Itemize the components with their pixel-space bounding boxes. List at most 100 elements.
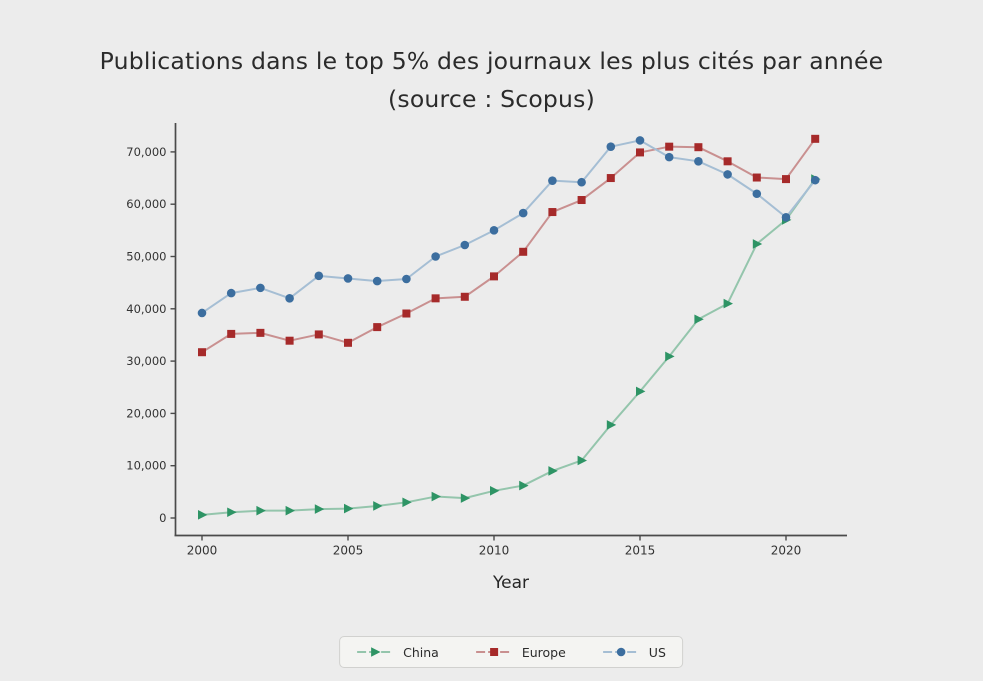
data-point-china-2013 — [577, 455, 587, 466]
data-point-europe-2019 — [752, 173, 761, 182]
legend-item-europe: Europe — [475, 645, 566, 660]
data-point-us-2002 — [256, 283, 265, 293]
data-point-europe-2003 — [285, 336, 294, 345]
data-point-europe-2007 — [402, 309, 411, 318]
data-point-china-2019 — [752, 239, 763, 249]
data-point-us-2019 — [752, 189, 762, 199]
x-tick-label: 2010 — [479, 543, 510, 557]
data-point-us-2014 — [606, 142, 616, 151]
y-tick-label: 60,000 — [126, 197, 166, 211]
data-point-china-2006 — [373, 501, 383, 511]
data-point-us-2000 — [197, 308, 207, 318]
data-point-china-2012 — [548, 466, 558, 476]
x-axis-title: Year — [493, 573, 529, 593]
data-point-us-2010 — [489, 226, 499, 235]
data-point-us-2015 — [635, 136, 645, 145]
data-point-china-2016 — [665, 351, 675, 362]
legend-item-us: US — [602, 645, 666, 660]
x-tick-label: 2015 — [625, 543, 656, 557]
data-point-us-2009 — [460, 240, 470, 250]
data-point-us-2005 — [343, 274, 353, 283]
x-tick-label: 2000 — [187, 543, 218, 557]
data-point-china-2009 — [460, 493, 471, 503]
data-point-us-2004 — [314, 271, 324, 281]
legend-glyph-europe — [489, 648, 498, 656]
x-tick-label: 2005 — [333, 543, 364, 557]
data-point-europe-2006 — [373, 323, 382, 332]
data-point-europe-2018 — [723, 157, 732, 166]
data-point-europe-2000 — [198, 348, 206, 357]
data-point-us-2011 — [518, 208, 528, 218]
data-point-china-2002 — [256, 505, 266, 516]
data-point-europe-2016 — [665, 142, 674, 151]
data-point-china-2004 — [314, 504, 325, 514]
y-tick-label: 70,000 — [126, 145, 166, 159]
series-line-china — [201, 178, 817, 516]
x-tick-label: 2020 — [771, 543, 802, 557]
legend-marker-china — [357, 647, 394, 657]
chart-title-line1: Publications dans le top 5% des journaux… — [99, 47, 884, 75]
data-point-europe-2004 — [314, 330, 323, 339]
legend-marker-europe — [475, 648, 512, 656]
legend-label-europe: Europe — [521, 644, 566, 660]
data-point-europe-2021 — [811, 134, 820, 143]
data-point-europe-2010 — [490, 272, 498, 281]
data-point-europe-2002 — [256, 328, 265, 337]
chart-title: Publications dans le top 5% des journaux… — [0, 42, 983, 118]
series-line-us — [201, 139, 816, 314]
data-point-us-2008 — [431, 252, 440, 261]
data-point-europe-2008 — [431, 294, 440, 303]
data-point-us-2018 — [723, 170, 732, 179]
data-point-us-2001 — [226, 288, 236, 298]
data-point-europe-2014 — [606, 174, 615, 183]
data-point-us-2021 — [810, 175, 820, 185]
data-point-china-2007 — [402, 497, 412, 508]
legend-item-china: China — [356, 645, 439, 660]
data-point-europe-2001 — [227, 329, 236, 338]
data-point-europe-2015 — [636, 148, 644, 157]
legend-marker-us — [602, 647, 639, 657]
series-china — [198, 174, 821, 520]
y-tick-label: 0 — [159, 511, 166, 525]
data-point-europe-2017 — [694, 143, 703, 152]
data-point-europe-2009 — [460, 292, 469, 301]
series-us — [197, 136, 820, 318]
data-point-europe-2005 — [344, 338, 352, 347]
data-point-us-2017 — [694, 157, 703, 166]
data-point-europe-2020 — [782, 175, 790, 184]
series-europe — [198, 134, 820, 357]
legend-glyph-us — [616, 647, 626, 657]
data-point-china-2014 — [606, 420, 617, 430]
data-point-china-2010 — [490, 486, 500, 496]
legend-label-china: China — [403, 644, 439, 660]
data-point-us-2020 — [781, 212, 791, 222]
y-tick-label: 20,000 — [126, 406, 166, 420]
legend: China Europe US — [339, 636, 683, 668]
y-tick-label: 40,000 — [126, 302, 166, 316]
data-point-us-2012 — [548, 176, 557, 185]
data-point-us-2003 — [285, 294, 294, 303]
data-point-china-2017 — [694, 314, 704, 325]
series-line-europe — [201, 138, 817, 354]
data-point-china-2005 — [344, 503, 354, 514]
data-point-us-2013 — [577, 177, 586, 187]
y-tick-label: 30,000 — [126, 354, 166, 368]
data-point-china-2018 — [723, 298, 733, 309]
data-point-china-2015 — [636, 386, 646, 397]
data-point-europe-2012 — [548, 208, 557, 217]
data-point-europe-2011 — [519, 247, 528, 256]
legend-label-us: US — [648, 644, 666, 660]
legend-glyph-china — [371, 647, 381, 657]
data-point-china-2000 — [198, 510, 208, 520]
y-tick-label: 50,000 — [126, 250, 166, 264]
data-point-china-2008 — [431, 491, 441, 502]
data-point-china-2001 — [227, 507, 237, 518]
data-point-europe-2013 — [577, 196, 586, 205]
data-point-china-2003 — [285, 505, 295, 516]
chart-title-line2: (source : Scopus) — [388, 85, 595, 113]
data-point-us-2016 — [664, 152, 674, 162]
data-point-us-2006 — [372, 276, 382, 286]
data-point-us-2007 — [402, 274, 411, 284]
